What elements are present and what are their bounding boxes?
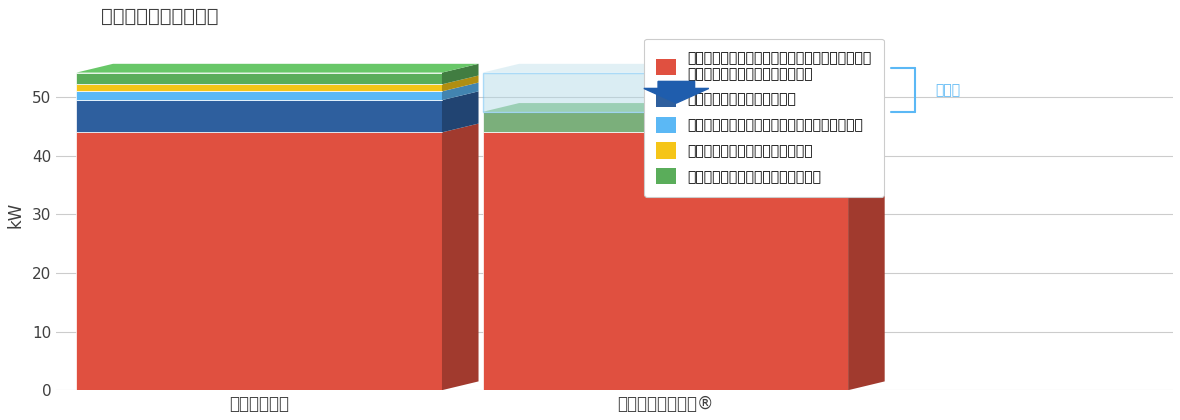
Polygon shape: [483, 103, 885, 112]
Bar: [483, 112, 848, 132]
Bar: [77, 132, 442, 390]
Bar: [77, 84, 442, 91]
Polygon shape: [442, 91, 479, 132]
Bar: [77, 100, 442, 132]
Text: 消費エネルギー比較例: 消費エネルギー比較例: [100, 7, 218, 26]
Bar: [77, 73, 442, 84]
Bar: [483, 132, 848, 390]
Polygon shape: [848, 103, 885, 132]
Y-axis label: kW: kW: [7, 201, 25, 228]
Polygon shape: [442, 76, 479, 91]
Polygon shape: [442, 83, 479, 100]
Polygon shape: [77, 64, 479, 73]
Polygon shape: [848, 123, 885, 390]
FancyArrow shape: [644, 81, 709, 103]
Polygon shape: [442, 123, 479, 390]
Polygon shape: [442, 64, 479, 84]
Text: 省エネ: 省エネ: [936, 83, 961, 97]
Bar: [483, 73, 848, 112]
Polygon shape: [848, 64, 885, 112]
Bar: [77, 91, 442, 100]
Legend: ウェブを加熱するために必要な熱エネルギーと、
ロール表面からの放熱エネルギー, 循環ポンプの消費エネルギー, 熱媒体供給のための配管からの放熱エネルギー, 流体: ウェブを加熱するために必要な熱エネルギーと、 ロール表面からの放熱エネルギー, …: [644, 39, 884, 197]
Polygon shape: [483, 64, 885, 73]
